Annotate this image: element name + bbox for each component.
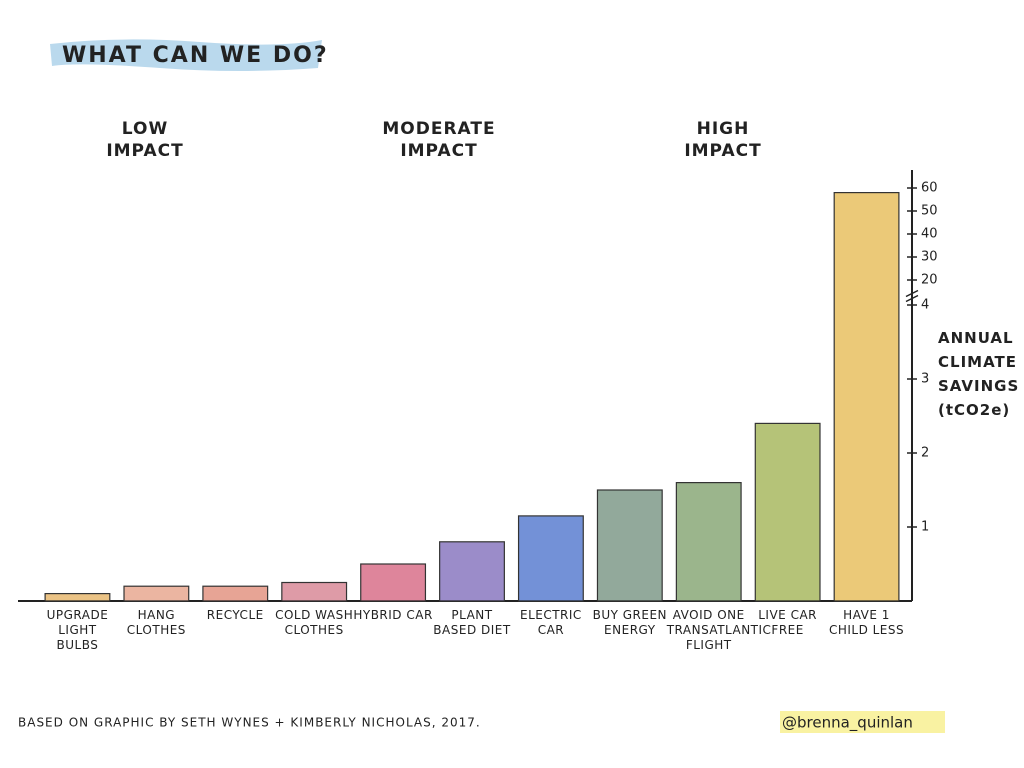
y-tick-label: 60 bbox=[921, 181, 938, 196]
bar bbox=[675, 482, 742, 602]
group-label: MODERATE IMPACT bbox=[382, 119, 496, 161]
bar bbox=[439, 541, 505, 602]
x-tick-label: UPGRADE LIGHT BULBS bbox=[46, 608, 109, 652]
x-tick-label: HANG CLOTHES bbox=[126, 608, 186, 637]
bar bbox=[833, 192, 900, 602]
axis-break bbox=[905, 289, 919, 303]
x-tick-label: HAVE 1 CHILD LESS bbox=[828, 608, 905, 637]
credit-highlight bbox=[780, 711, 945, 733]
y-axis-label: ANNUAL CLIMATE SAVINGS (tCO2e) bbox=[938, 329, 1020, 419]
x-tick-label: BUY GREEN ENERGY bbox=[592, 608, 668, 637]
x-tick-label: ELECTRIC CAR bbox=[519, 608, 582, 637]
y-tick-label: 20 bbox=[921, 273, 938, 288]
y-tick-label: 50 bbox=[921, 204, 938, 219]
x-tick-label: LIVE CAR FREE bbox=[758, 608, 817, 637]
x-tick-label: RECYCLE bbox=[206, 608, 264, 622]
footnote: BASED ON GRAPHIC BY SETH WYNES + KIMBERL… bbox=[18, 716, 481, 730]
bar bbox=[360, 563, 427, 602]
y-tick-label: 1 bbox=[921, 520, 929, 535]
x-tick-label: COLD WASH CLOTHES bbox=[275, 608, 354, 637]
bar bbox=[281, 581, 348, 602]
x-tick-label: AVOID ONE TRANSATLANTIC FLIGHT bbox=[666, 608, 772, 652]
title-highlight bbox=[50, 39, 322, 71]
y-tick-label: 4 bbox=[921, 298, 929, 313]
bar bbox=[754, 422, 821, 602]
y-tick-label: 3 bbox=[921, 372, 929, 387]
y-tick-label: 40 bbox=[921, 227, 938, 242]
y-tick-label: 2 bbox=[921, 446, 929, 461]
bar bbox=[44, 592, 111, 602]
bar bbox=[517, 515, 584, 602]
y-tick-label: 30 bbox=[921, 250, 938, 265]
credit: @brenna_quinlan bbox=[782, 714, 913, 733]
x-tick-label: PLANT BASED DIET bbox=[433, 608, 511, 637]
chart-title: WHAT CAN WE DO? bbox=[62, 43, 329, 68]
group-label: HIGH IMPACT bbox=[684, 119, 762, 161]
group-label: LOW IMPACT bbox=[106, 119, 184, 161]
bar bbox=[123, 585, 190, 602]
x-tick-label: HYBRID CAR bbox=[353, 608, 433, 622]
bar bbox=[202, 585, 269, 602]
bar bbox=[596, 489, 663, 602]
